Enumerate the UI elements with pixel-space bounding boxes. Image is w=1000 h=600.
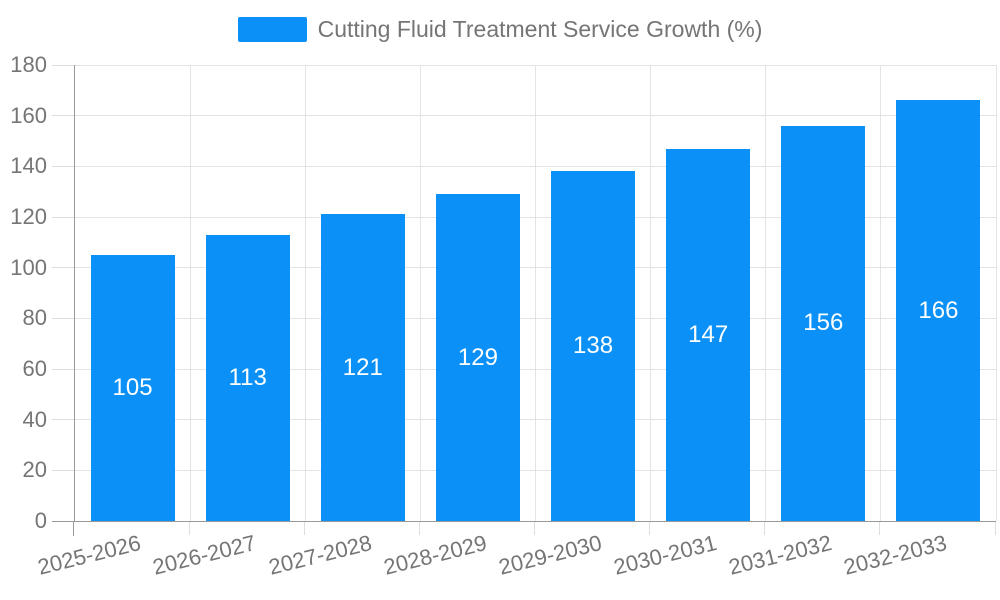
bar[interactable] <box>320 214 405 521</box>
y-axis-label: 100 <box>10 254 47 280</box>
bar[interactable] <box>90 255 175 521</box>
y-axis-label: 20 <box>22 457 47 483</box>
legend-label: Cutting Fluid Treatment Service Growth (… <box>317 15 763 42</box>
y-axis-tick <box>52 419 74 421</box>
bar[interactable] <box>781 125 866 521</box>
x-axis-label: 2031-2032 <box>726 530 835 580</box>
legend-swatch-icon <box>237 16 307 42</box>
x-axis-tick <box>764 522 766 535</box>
bar-value-label: 129 <box>457 343 498 371</box>
x-axis-tick <box>303 522 305 535</box>
y-axis-tick <box>52 469 74 471</box>
y-axis-label: 40 <box>22 406 47 432</box>
y-axis-tick <box>52 317 74 319</box>
bar-value-label: 105 <box>112 374 153 401</box>
y-axis-label: 140 <box>10 153 47 179</box>
bar[interactable] <box>896 100 981 521</box>
y-axis-tick <box>52 368 74 370</box>
legend-item[interactable]: Cutting Fluid Treatment Service Growth (… <box>0 14 1000 44</box>
gridline-vertical <box>765 65 767 521</box>
x-axis-extension-tick <box>52 521 74 522</box>
x-axis-tick <box>188 522 190 535</box>
bar-value-label: 121 <box>342 353 383 381</box>
x-axis-tick <box>879 522 881 535</box>
y-axis-label: 80 <box>22 305 47 331</box>
y-axis-tick <box>52 216 74 218</box>
gridline-vertical <box>880 65 882 521</box>
gridline-vertical <box>304 65 306 521</box>
bar[interactable] <box>666 148 751 521</box>
x-axis-label: 2032-2033 <box>841 530 950 580</box>
y-axis-label: 60 <box>22 356 47 381</box>
gridline-vertical <box>535 65 536 521</box>
x-axis-tick <box>649 522 651 535</box>
x-axis-label: 2027-2028 <box>265 530 374 580</box>
x-axis-label: 2030-2031 <box>611 530 720 580</box>
y-axis-label: 120 <box>10 204 47 229</box>
gridline-vertical <box>419 65 421 521</box>
y-axis-label: 0 <box>34 508 47 533</box>
x-axis-label: 2028-2029 <box>380 530 489 580</box>
plot-area: 105 113 121 129 138 147 156 166 <box>74 64 997 522</box>
x-axis-label: 2025-2026 <box>35 530 144 580</box>
bar[interactable] <box>205 234 290 521</box>
bar-value-label: 166 <box>918 296 959 324</box>
x-axis-label: 2029-2030 <box>495 530 605 580</box>
y-axis-tick <box>52 267 74 269</box>
y-axis-tick <box>52 115 74 117</box>
y-axis-label: 180 <box>10 52 47 77</box>
x-axis-tick <box>418 522 420 535</box>
y-axis-label: 160 <box>10 102 47 128</box>
bar[interactable] <box>435 194 520 521</box>
bar-value-label: 138 <box>573 332 614 360</box>
x-axis-tick <box>994 522 996 535</box>
bar-value-label: 147 <box>688 320 729 348</box>
y-axis-extension-tick <box>73 522 74 536</box>
bar-value-label: 113 <box>228 363 267 391</box>
gridline-vertical <box>995 65 997 521</box>
gridline-vertical <box>189 65 191 521</box>
bar-value-label: 156 <box>803 309 844 337</box>
gridline-vertical <box>650 65 652 521</box>
x-axis-label: 2026-2027 <box>150 530 259 580</box>
x-axis-tick <box>534 522 535 535</box>
y-axis-tick <box>52 64 74 66</box>
y-axis-tick <box>52 165 74 167</box>
bar[interactable] <box>551 171 636 521</box>
